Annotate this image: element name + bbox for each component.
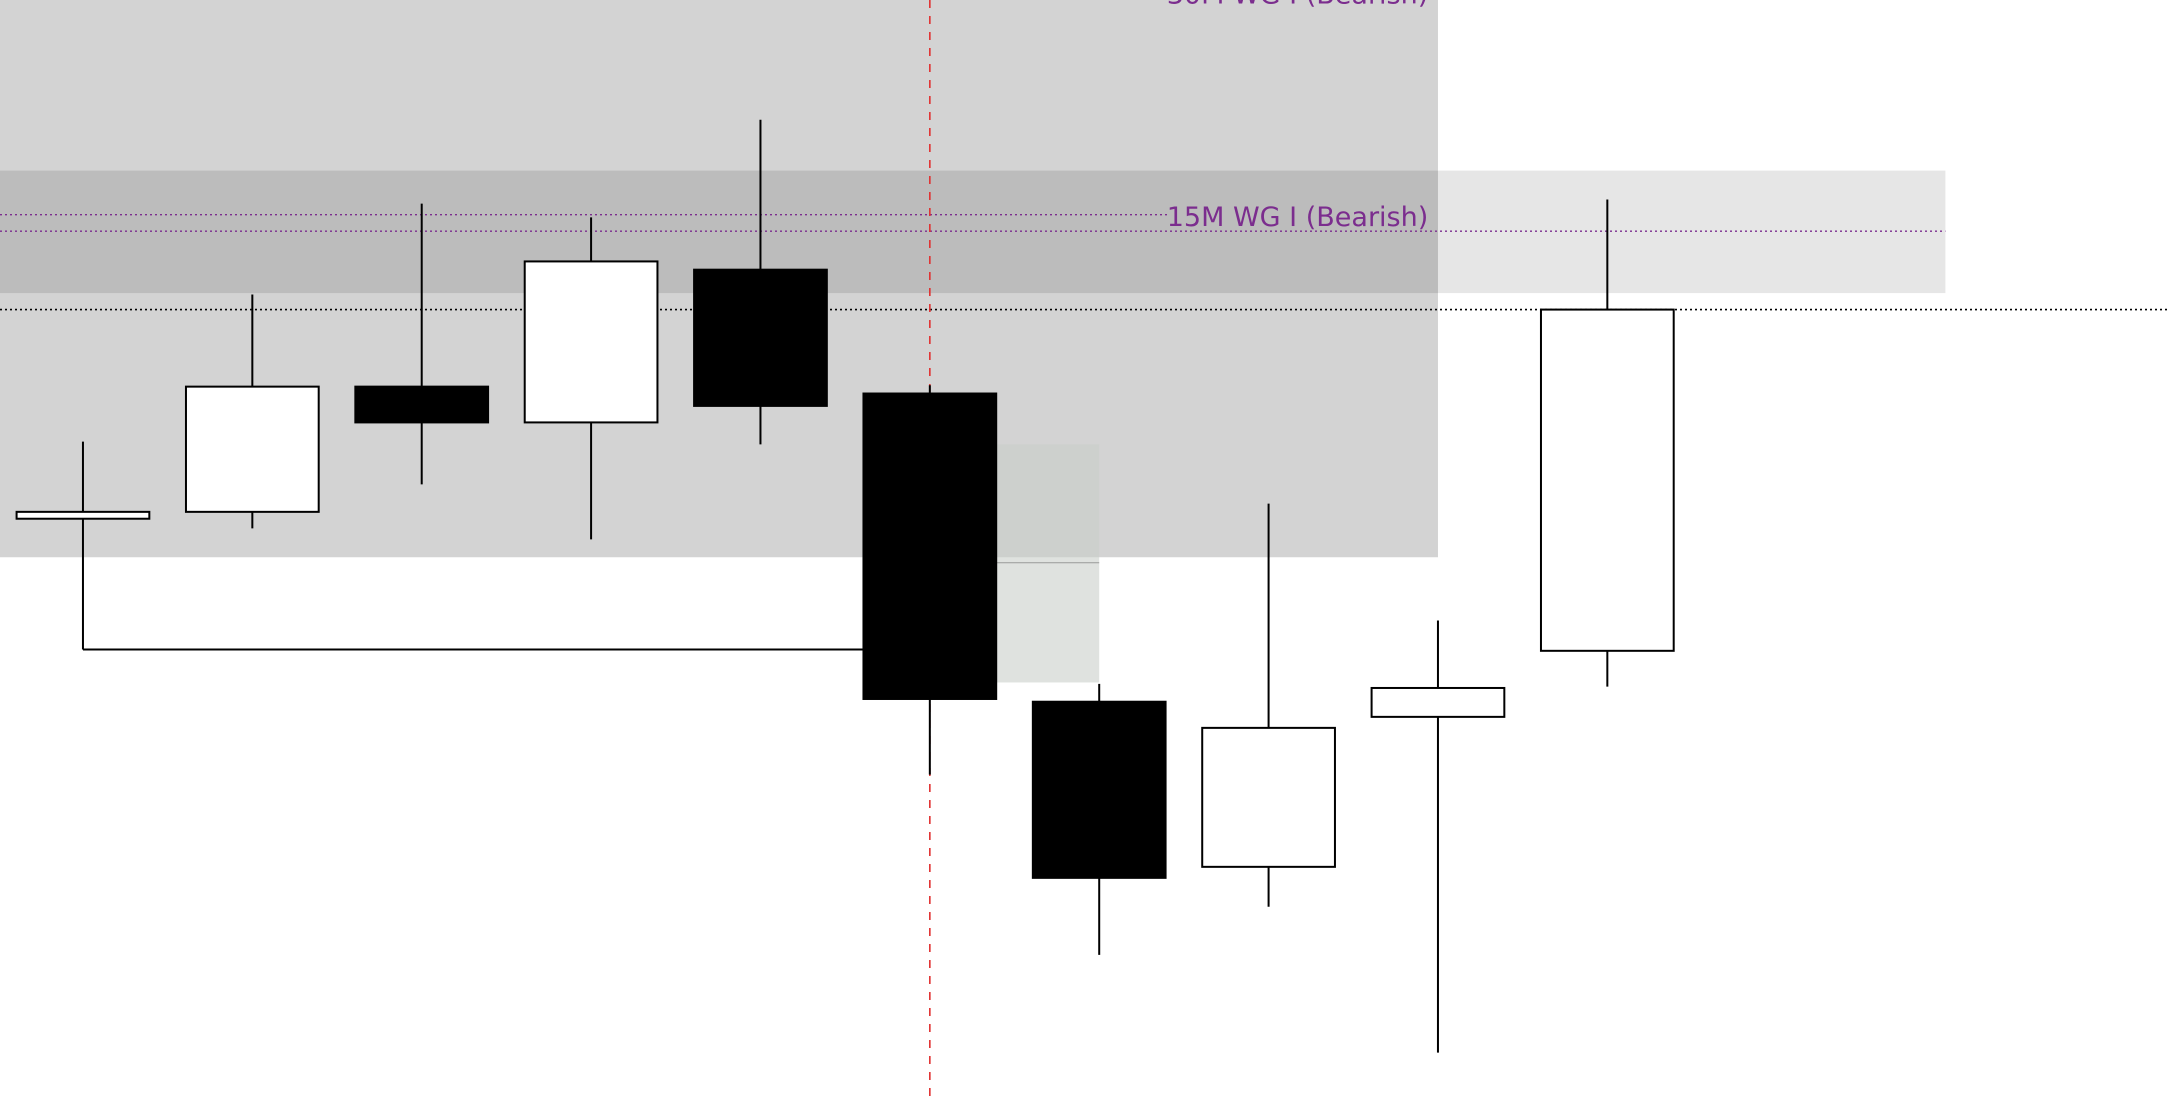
gap-box [995, 444, 1100, 683]
candle-body [1370, 686, 1506, 718]
candle-body [862, 392, 998, 700]
candle-body [184, 385, 320, 513]
zone-label: 30M WG I (Bearish) [1167, 0, 1429, 10]
candle-body [523, 260, 659, 424]
candle-body [1031, 700, 1167, 879]
zone-label: 15M WG I (Bearish) [1167, 202, 1429, 233]
candle-body [354, 385, 490, 424]
candle-body [693, 268, 828, 407]
candle-body [1201, 726, 1336, 868]
candle-body [1539, 308, 1675, 652]
candle-body [15, 510, 151, 520]
